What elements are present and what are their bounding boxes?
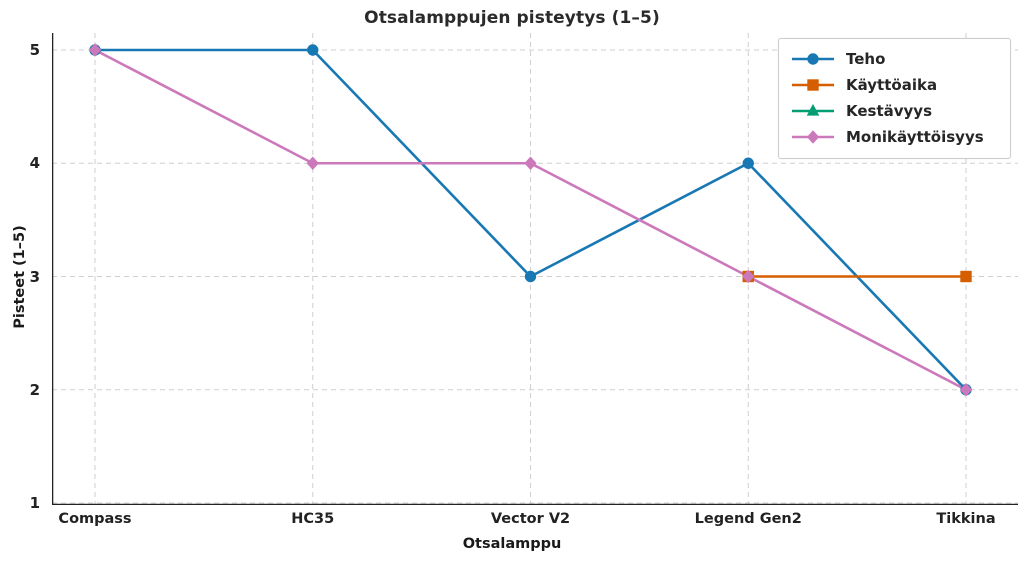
x-axis-label: Otsalamppu: [462, 536, 562, 552]
x-tick-label-legend-gen2: Legend Gen2: [694, 511, 802, 527]
data-point-circle: [524, 270, 537, 283]
y-tick-label: 3: [29, 267, 40, 286]
x-tick-label-vector-v2: Vector V2: [490, 511, 571, 527]
legend-swatch-square: [792, 79, 834, 91]
axis-spines: [52, 33, 1018, 505]
x-tick-label-hc35: HC35: [291, 511, 335, 527]
y-tick-label: 5: [29, 41, 40, 59]
x-tick-label-tikkina: Tikkina: [936, 511, 996, 527]
y-tick-label: 1: [29, 494, 40, 512]
data-point-triangle: [806, 103, 820, 116]
data-point-square: [807, 79, 819, 91]
legend-swatch-triangle: [792, 103, 834, 116]
legend-item-käyttöaika[interactable]: Käyttöaika: [790, 72, 999, 98]
data-point-square: [960, 270, 972, 283]
vertical-gridlines: [94, 33, 967, 505]
data-point-diamond: [306, 156, 319, 170]
legend-label: Monikäyttöisyys: [846, 128, 984, 146]
legend-label: Kestävyys: [846, 102, 933, 120]
data-point-diamond: [742, 269, 755, 284]
legend-label: Käyttöaika: [846, 76, 938, 94]
chart-title: Otsalamppujen pisteytys (1–5): [364, 8, 660, 28]
data-point-diamond: [959, 383, 973, 397]
legend-swatch-circle: [792, 53, 834, 65]
y-tick-label: 2: [29, 380, 40, 399]
x-tick-label-compass: Compass: [58, 511, 132, 527]
y-tick-label: 4: [29, 154, 40, 173]
data-point-circle: [307, 44, 319, 56]
series-markers: [88, 43, 973, 397]
legend-label: Teho: [846, 50, 886, 68]
legend-item-teho[interactable]: Teho: [790, 46, 999, 72]
data-point-circle: [742, 157, 754, 169]
data-point-diamond: [88, 43, 102, 57]
data-point-diamond: [806, 130, 820, 144]
chart-legend: Teho Käyttöaika Kestävyys Monikäyttöisyys: [778, 38, 1011, 159]
legend-swatch-diamond: [792, 130, 834, 144]
legend-item-kestävyys[interactable]: Kestävyys: [790, 98, 999, 124]
legend-item-monikäyttöisyys[interactable]: Monikäyttöisyys: [790, 124, 999, 150]
data-point-circle: [807, 53, 819, 65]
data-point-diamond: [524, 156, 537, 170]
